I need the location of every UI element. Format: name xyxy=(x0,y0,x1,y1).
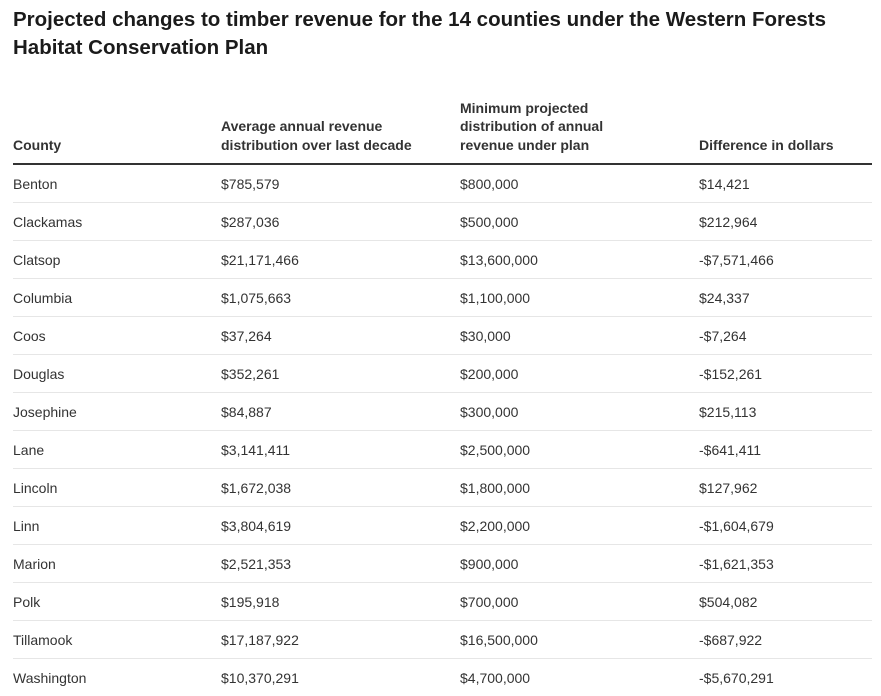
column-header-minimum-projected[interactable]: Minimum projected distribution of annual… xyxy=(460,86,699,164)
county-cell: Coos xyxy=(13,317,221,355)
average-revenue-cell: $1,672,038 xyxy=(221,469,460,507)
county-cell: Linn xyxy=(13,507,221,545)
difference-cell: -$5,670,291 xyxy=(699,659,872,696)
average-revenue-cell: $2,521,353 xyxy=(221,545,460,583)
average-revenue-cell: $287,036 xyxy=(221,203,460,241)
county-cell: Lincoln xyxy=(13,469,221,507)
table-row: Benton$785,579$800,000$14,421 xyxy=(13,164,872,203)
average-revenue-cell: $17,187,922 xyxy=(221,621,460,659)
difference-cell: $215,113 xyxy=(699,393,872,431)
county-cell: Benton xyxy=(13,164,221,203)
difference-cell: $504,082 xyxy=(699,583,872,621)
average-revenue-cell: $21,171,466 xyxy=(221,241,460,279)
county-cell: Tillamook xyxy=(13,621,221,659)
county-cell: Josephine xyxy=(13,393,221,431)
county-cell: Washington xyxy=(13,659,221,696)
minimum-projected-cell: $200,000 xyxy=(460,355,699,393)
table-row: Linn$3,804,619$2,200,000-$1,604,679 xyxy=(13,507,872,545)
table-row: Josephine$84,887$300,000$215,113 xyxy=(13,393,872,431)
difference-cell: -$1,621,353 xyxy=(699,545,872,583)
column-header-average-revenue[interactable]: Average annual revenue distribution over… xyxy=(221,86,460,164)
difference-cell: -$7,264 xyxy=(699,317,872,355)
difference-cell: -$641,411 xyxy=(699,431,872,469)
minimum-projected-cell: $16,500,000 xyxy=(460,621,699,659)
table-row: Clatsop$21,171,466$13,600,000-$7,571,466 xyxy=(13,241,872,279)
difference-cell: $14,421 xyxy=(699,164,872,203)
column-header-county[interactable]: County xyxy=(13,86,221,164)
minimum-projected-cell: $30,000 xyxy=(460,317,699,355)
county-cell: Polk xyxy=(13,583,221,621)
average-revenue-cell: $37,264 xyxy=(221,317,460,355)
revenue-table: County Average annual revenue distributi… xyxy=(13,86,872,696)
table-row: Douglas$352,261$200,000-$152,261 xyxy=(13,355,872,393)
minimum-projected-cell: $1,800,000 xyxy=(460,469,699,507)
table-row: Columbia$1,075,663$1,100,000$24,337 xyxy=(13,279,872,317)
county-cell: Columbia xyxy=(13,279,221,317)
minimum-projected-cell: $500,000 xyxy=(460,203,699,241)
minimum-projected-cell: $13,600,000 xyxy=(460,241,699,279)
table-row: Clackamas$287,036$500,000$212,964 xyxy=(13,203,872,241)
average-revenue-cell: $352,261 xyxy=(221,355,460,393)
difference-cell: -$1,604,679 xyxy=(699,507,872,545)
minimum-projected-cell: $1,100,000 xyxy=(460,279,699,317)
county-cell: Clackamas xyxy=(13,203,221,241)
difference-cell: $212,964 xyxy=(699,203,872,241)
county-cell: Lane xyxy=(13,431,221,469)
minimum-projected-cell: $2,500,000 xyxy=(460,431,699,469)
table-row: Tillamook$17,187,922$16,500,000-$687,922 xyxy=(13,621,872,659)
minimum-projected-cell: $800,000 xyxy=(460,164,699,203)
county-cell: Clatsop xyxy=(13,241,221,279)
average-revenue-cell: $785,579 xyxy=(221,164,460,203)
average-revenue-cell: $1,075,663 xyxy=(221,279,460,317)
column-header-difference[interactable]: Difference in dollars xyxy=(699,86,872,164)
difference-cell: -$152,261 xyxy=(699,355,872,393)
average-revenue-cell: $3,141,411 xyxy=(221,431,460,469)
difference-cell: $127,962 xyxy=(699,469,872,507)
table-row: Lane$3,141,411$2,500,000-$641,411 xyxy=(13,431,872,469)
difference-cell: -$7,571,466 xyxy=(699,241,872,279)
average-revenue-cell: $84,887 xyxy=(221,393,460,431)
county-cell: Marion xyxy=(13,545,221,583)
table-header: County Average annual revenue distributi… xyxy=(13,86,872,164)
table-row: Polk$195,918$700,000$504,082 xyxy=(13,583,872,621)
minimum-projected-cell: $300,000 xyxy=(460,393,699,431)
difference-cell: -$687,922 xyxy=(699,621,872,659)
table-row: Coos$37,264$30,000-$7,264 xyxy=(13,317,872,355)
difference-cell: $24,337 xyxy=(699,279,872,317)
header-row: County Average annual revenue distributi… xyxy=(13,86,872,164)
average-revenue-cell: $10,370,291 xyxy=(221,659,460,696)
average-revenue-cell: $195,918 xyxy=(221,583,460,621)
county-cell: Douglas xyxy=(13,355,221,393)
chart-title: Projected changes to timber revenue for … xyxy=(13,6,873,62)
minimum-projected-cell: $2,200,000 xyxy=(460,507,699,545)
minimum-projected-cell: $700,000 xyxy=(460,583,699,621)
average-revenue-cell: $3,804,619 xyxy=(221,507,460,545)
table-row: Marion$2,521,353$900,000-$1,621,353 xyxy=(13,545,872,583)
table-row: Lincoln$1,672,038$1,800,000$127,962 xyxy=(13,469,872,507)
minimum-projected-cell: $4,700,000 xyxy=(460,659,699,696)
minimum-projected-cell: $900,000 xyxy=(460,545,699,583)
table-row: Washington$10,370,291$4,700,000-$5,670,2… xyxy=(13,659,872,696)
